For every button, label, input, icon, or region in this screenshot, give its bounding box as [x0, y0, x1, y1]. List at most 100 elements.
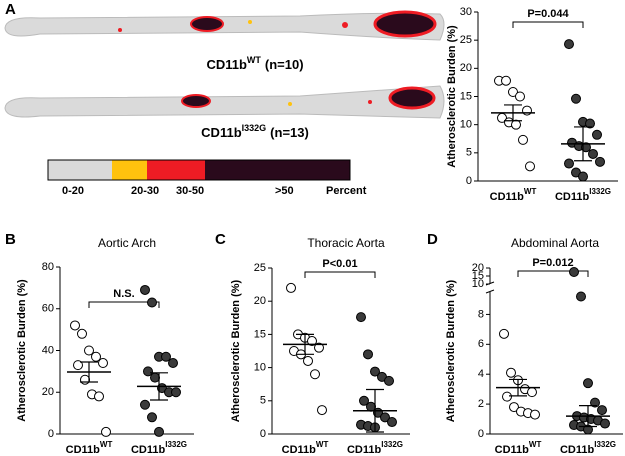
x-tick-label: CD11bWT [66, 440, 113, 456]
y-tick-label: 0 [48, 428, 54, 440]
error-bar [509, 378, 527, 397]
data-point [387, 417, 397, 428]
error-bar [296, 333, 314, 355]
category-sup: WT [524, 187, 537, 196]
data-point [502, 391, 512, 402]
panel-letter: C [215, 231, 226, 248]
lesion [181, 94, 211, 108]
data-point [101, 426, 111, 437]
lesion [388, 86, 436, 110]
y-tick-label: 30 [460, 6, 472, 18]
x-tick-label: CD11bWT [495, 440, 542, 456]
y-tick-label: 10 [254, 362, 266, 374]
y-tick-label: 0 [260, 428, 266, 440]
data-point [143, 366, 153, 377]
data-point [91, 351, 101, 362]
scale-label: 30-50 [176, 185, 204, 197]
significance-bracket [512, 21, 584, 28]
data-point [590, 397, 600, 408]
data-point [147, 297, 157, 308]
y-tick-label: 8 [478, 308, 484, 320]
scale-label: 0-20 [62, 185, 84, 197]
significance-bracket [517, 270, 589, 277]
label-suffix: (n=10) [265, 57, 304, 72]
category: CD11b [495, 444, 530, 456]
chart-title: Thoracic Aorta [307, 236, 385, 250]
data-point [161, 351, 171, 362]
data-point [77, 328, 87, 339]
annotation: N.S. [113, 288, 134, 300]
data-point [310, 369, 320, 380]
category-sup: WT [100, 440, 113, 449]
label-suffix: (n=13) [270, 125, 309, 140]
y-tick-label: 25 [254, 262, 266, 274]
data-point [70, 320, 80, 331]
y-tick-label: 5 [260, 395, 266, 407]
data-point [530, 409, 540, 420]
aorta-label: CD11bI332G (n=13) [201, 123, 309, 140]
error-bar [366, 388, 384, 433]
annotation: P=0.044 [527, 8, 569, 20]
data-point [600, 418, 610, 429]
data-point [84, 345, 94, 356]
data-point [73, 360, 83, 371]
y-axis-label: Atherosclerotic Burden (%) [16, 279, 28, 422]
x-tick-label: CD11bI332G [555, 187, 611, 203]
scale-swatch [112, 160, 147, 180]
scale-border [47, 159, 351, 181]
lesion [288, 102, 292, 106]
data-point [508, 86, 518, 97]
label-sup: I332G [242, 123, 267, 133]
data-point [509, 402, 519, 413]
category: CD11b [66, 444, 101, 456]
data-point [515, 91, 525, 102]
category-sup: I332G [165, 440, 187, 449]
significance-bracket [88, 301, 160, 308]
y-tick-label: 10 [460, 119, 472, 131]
error-bar [150, 372, 168, 401]
error-bar [579, 405, 597, 428]
data-point [583, 378, 593, 389]
data-point [80, 374, 90, 385]
error-bar [504, 104, 522, 122]
data-point [595, 156, 605, 167]
data-point [576, 291, 586, 302]
label-text: CD11b [206, 57, 247, 72]
y-tick-label: 15 [254, 328, 266, 340]
error-bar [574, 126, 592, 162]
data-point [564, 158, 574, 169]
scale-unit: Percent [326, 185, 367, 197]
y-tick-label: 60 [42, 303, 54, 315]
data-point [356, 312, 366, 323]
data-point [380, 412, 390, 423]
y-tick-label: 25 [460, 34, 472, 46]
y-tick-label: 10 [472, 278, 484, 290]
category-sup: WT [316, 440, 329, 449]
category-sup: I332G [381, 440, 403, 449]
data-point [506, 367, 516, 378]
data-point [370, 366, 380, 377]
data-point [578, 171, 588, 182]
x-tick-label: CD11bWT [490, 187, 537, 203]
category: CD11b [560, 444, 595, 456]
y-tick-label: 2 [478, 398, 484, 410]
y-tick-label: 20 [460, 62, 472, 74]
y-tick-label: 15 [460, 90, 472, 102]
y-tick-label: 20 [42, 386, 54, 398]
category: CD11b [490, 191, 525, 203]
y-tick-label: 80 [42, 261, 54, 273]
scale-swatch [147, 160, 205, 180]
data-point [501, 75, 511, 86]
data-point [171, 387, 181, 398]
data-point [150, 372, 160, 383]
x-tick-label: CD11bI332G [131, 440, 187, 456]
data-point [585, 118, 595, 129]
aorta [4, 85, 445, 119]
chart-title: Abdominal Aorta [511, 236, 599, 250]
scale-label: 20-30 [131, 185, 159, 197]
label-text: CD11b [201, 125, 242, 140]
scale-swatch [205, 160, 350, 180]
category-sup: WT [529, 440, 542, 449]
panel-letter: D [427, 231, 438, 248]
